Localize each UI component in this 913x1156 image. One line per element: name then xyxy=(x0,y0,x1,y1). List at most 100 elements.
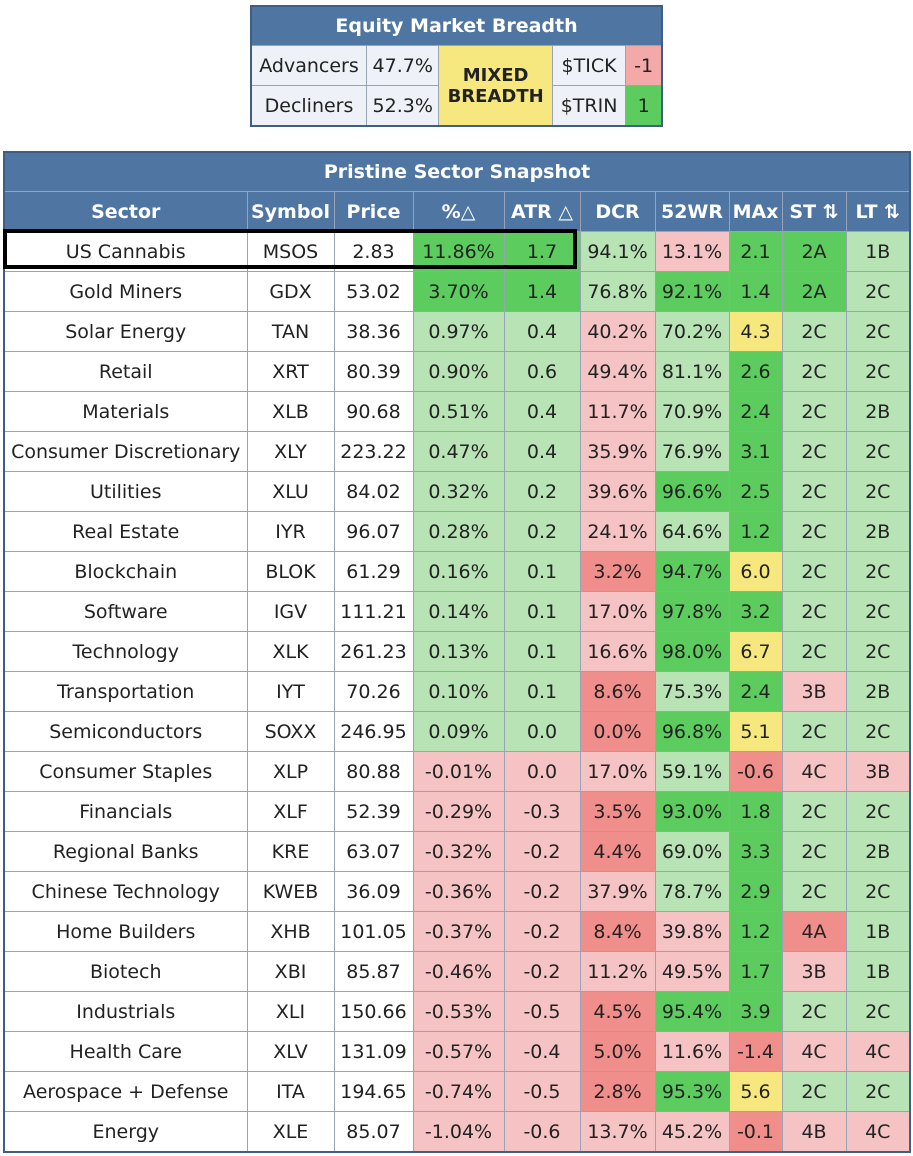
cell-52wr: 92.1% xyxy=(654,271,730,312)
cell-st: 2C xyxy=(781,791,847,832)
cell-lt: 4C xyxy=(845,1031,911,1072)
cell-pct-change: 0.90% xyxy=(412,351,505,392)
cell-52wr: 98.0% xyxy=(654,631,730,672)
cell-price: 246.95 xyxy=(333,711,414,752)
cell-pct-change: 0.10% xyxy=(412,671,505,712)
cell-max: 3.9 xyxy=(728,991,783,1032)
table-row: Consumer Discretionary XLY 223.22 0.47% 0.4 3… xyxy=(3,431,911,472)
cell-price: 70.26 xyxy=(333,671,414,712)
cell-st: 2C xyxy=(781,471,847,512)
cell-atr-change: 0.4 xyxy=(503,431,581,472)
cell-st: 2C xyxy=(781,311,847,352)
cell-lt: 2C xyxy=(845,431,911,472)
cell-sector: Transportation xyxy=(3,671,248,712)
cell-lt: 1B xyxy=(845,231,911,272)
cell-symbol: IYR xyxy=(246,511,335,552)
cell-dcr: 49.4% xyxy=(579,351,656,392)
cell-atr-change: -0.2 xyxy=(503,951,581,992)
cell-lt: 3B xyxy=(845,751,911,792)
cell-lt: 2B xyxy=(845,511,911,552)
cell-sector: US Cannabis xyxy=(3,231,248,272)
cell-sector: Aerospace + Defense xyxy=(3,1071,248,1112)
cell-sector: Blockchain xyxy=(3,551,248,592)
cell-sector: Chinese Technology xyxy=(3,871,248,912)
breadth-status-line1: MIXED xyxy=(462,64,529,86)
cell-max: -0.1 xyxy=(728,1111,783,1153)
cell-atr-change: 0.1 xyxy=(503,671,581,712)
table-row: Solar Energy TAN 38.36 0.97% 0.4 40.2% 70.2% 4.… xyxy=(3,311,911,352)
cell-lt: 4C xyxy=(845,1111,911,1153)
cell-atr-change: -0.3 xyxy=(503,791,581,832)
cell-max: 1.8 xyxy=(728,791,783,832)
cell-price: 261.23 xyxy=(333,631,414,672)
cell-max: 5.1 xyxy=(728,711,783,752)
cell-52wr: 96.6% xyxy=(654,471,730,512)
cell-sector: Gold Miners xyxy=(3,271,248,312)
cell-max: 1.2 xyxy=(728,511,783,552)
cell-pct-change: -0.74% xyxy=(412,1071,505,1112)
cell-sector: Consumer Staples xyxy=(3,751,248,792)
cell-lt: 1B xyxy=(845,911,911,952)
table-row: Biotech XBI 85.87 -0.46% -0.2 11.2% 49.5% 1.7 3B… xyxy=(3,951,911,992)
cell-dcr: 4.4% xyxy=(579,831,656,872)
cell-lt: 2C xyxy=(845,631,911,672)
table-row: Transportation IYT 70.26 0.10% 0.1 8.6% 75.3% 2… xyxy=(3,671,911,712)
table-row: US Cannabis MSOS 2.83 11.86% 1.7 94.1% 13.1% 2.… xyxy=(3,231,911,272)
cell-52wr: 64.6% xyxy=(654,511,730,552)
table-row: Consumer Staples XLP 80.88 -0.01% 0.0 17.0% 59… xyxy=(3,751,911,792)
cell-pct-change: 0.97% xyxy=(412,311,505,352)
cell-dcr: 11.2% xyxy=(579,951,656,992)
cell-dcr: 76.8% xyxy=(579,271,656,312)
cell-sector: Energy xyxy=(3,1111,248,1153)
cell-max: 3.3 xyxy=(728,831,783,872)
cell-price: 96.07 xyxy=(333,511,414,552)
cell-price: 150.66 xyxy=(333,991,414,1032)
cell-lt: 2C xyxy=(845,311,911,352)
table-row: Technology XLK 261.23 0.13% 0.1 16.6% 98.0% 6.7… xyxy=(3,631,911,672)
cell-symbol: XLF xyxy=(246,791,335,832)
trin-label: $TRIN xyxy=(551,85,627,127)
cell-pct-change: -1.04% xyxy=(412,1111,505,1153)
table-row: Semiconductors SOXX 246.95 0.09% 0.0 0.0% 96.8… xyxy=(3,711,911,752)
breadth-status-badge: MIXED BREADTH xyxy=(438,45,553,127)
cell-dcr: 13.7% xyxy=(579,1111,656,1153)
cell-dcr: 17.0% xyxy=(579,591,656,632)
cell-dcr: 16.6% xyxy=(579,631,656,672)
cell-symbol: XLP xyxy=(246,751,335,792)
cell-max: 6.7 xyxy=(728,631,783,672)
table-row: Chinese Technology KWEB 36.09 -0.36% -0.2 37.… xyxy=(3,871,911,912)
cell-max: 4.3 xyxy=(728,311,783,352)
cell-pct-change: 0.13% xyxy=(412,631,505,672)
cell-lt: 2B xyxy=(845,831,911,872)
cell-st: 4A xyxy=(781,911,847,952)
cell-pct-change: -0.57% xyxy=(412,1031,505,1072)
column-header-dcr: DCR xyxy=(579,191,656,232)
column-header-symbol: Symbol xyxy=(246,191,335,232)
cell-max: 5.6 xyxy=(728,1071,783,1112)
cell-max: 1.4 xyxy=(728,271,783,312)
cell-52wr: 70.9% xyxy=(654,391,730,432)
cell-symbol: BLOK xyxy=(246,551,335,592)
cell-lt: 2B xyxy=(845,671,911,712)
cell-st: 2C xyxy=(781,871,847,912)
cell-lt: 2C xyxy=(845,791,911,832)
cell-pct-change: -0.36% xyxy=(412,871,505,912)
cell-max: 2.4 xyxy=(728,391,783,432)
cell-max: -0.6 xyxy=(728,751,783,792)
column-header-row: Sector Symbol Price %△ ATR △ DCR 52WR MAx ST ⇅ LT… xyxy=(3,191,911,232)
table-row: Software IGV 111.21 0.14% 0.1 17.0% 97.8% 3.2 2C… xyxy=(3,591,911,632)
cell-st: 2A xyxy=(781,271,847,312)
cell-max: 2.4 xyxy=(728,671,783,712)
cell-pct-change: 0.16% xyxy=(412,551,505,592)
cell-pct-change: 0.32% xyxy=(412,471,505,512)
cell-st: 2C xyxy=(781,351,847,392)
cell-52wr: 59.1% xyxy=(654,751,730,792)
cell-symbol: XLI xyxy=(246,991,335,1032)
cell-price: 101.05 xyxy=(333,911,414,952)
cell-sector: Technology xyxy=(3,631,248,672)
cell-atr-change: 0.1 xyxy=(503,591,581,632)
cell-st: 3B xyxy=(781,951,847,992)
cell-price: 53.02 xyxy=(333,271,414,312)
advancers-label: Advancers xyxy=(250,45,368,86)
cell-max: 2.5 xyxy=(728,471,783,512)
